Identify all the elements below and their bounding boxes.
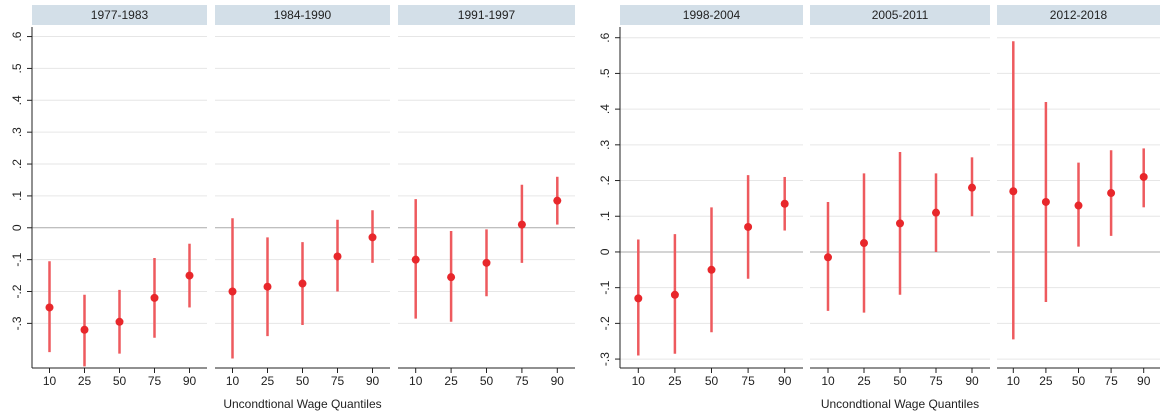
x-tick-label: 75 [515, 374, 529, 388]
y-tick-label: .5 [10, 63, 24, 73]
point [634, 294, 643, 303]
point [45, 303, 54, 312]
point [333, 252, 342, 261]
y-tick-label: 0 [10, 224, 24, 231]
point [1139, 172, 1148, 181]
y-tick-label: .3 [598, 140, 612, 150]
point [228, 287, 237, 296]
y-tick-label: .2 [10, 159, 24, 169]
y-tick-label: .5 [598, 68, 612, 78]
panel-title: 2005-2011 [872, 8, 929, 22]
x-tick-label: 10 [821, 374, 835, 388]
point [744, 222, 753, 231]
point [1009, 187, 1018, 196]
x-tick-label: 10 [632, 374, 646, 388]
point [298, 279, 307, 288]
x-tick-label: 90 [1137, 374, 1151, 388]
y-tick-label: .6 [10, 31, 24, 41]
point [707, 265, 716, 274]
x-tick-label: 50 [1072, 374, 1086, 388]
y-tick-label: .4 [598, 104, 612, 114]
y-tick-label: .2 [598, 175, 612, 185]
y-tick-label: 0 [598, 248, 612, 255]
x-axis-label: Uncondtional Wage Quantiles [821, 397, 979, 411]
panel-title: 1977-1983 [91, 8, 149, 22]
point [80, 325, 89, 334]
x-tick-label: 25 [857, 374, 871, 388]
point [447, 273, 456, 282]
x-tick-label: 50 [480, 374, 494, 388]
x-tick-label: 50 [296, 374, 310, 388]
panel-strip [32, 5, 207, 25]
x-tick-label: 50 [705, 374, 719, 388]
y-tick-label: -.3 [598, 352, 612, 366]
point [860, 239, 868, 248]
point [670, 290, 679, 299]
x-tick-label: 50 [893, 374, 907, 388]
x-tick-label: 25 [1039, 374, 1053, 388]
y-tick-label: -.2 [598, 316, 612, 330]
x-tick-label: 90 [551, 374, 565, 388]
panel-strip [997, 5, 1160, 25]
panel-strip [215, 5, 390, 25]
x-tick-label: 75 [1104, 374, 1118, 388]
y-tick-label: -.1 [10, 252, 24, 266]
point [553, 196, 562, 205]
x-tick-label: 10 [409, 374, 423, 388]
y-tick-label: .6 [598, 32, 612, 42]
point [896, 219, 904, 228]
x-tick-label: 10 [43, 374, 57, 388]
point [368, 233, 377, 242]
point [185, 271, 194, 280]
y-tick-label: .1 [598, 211, 612, 221]
x-tick-label: 75 [331, 374, 345, 388]
point [115, 317, 124, 326]
x-tick-label: 90 [965, 374, 979, 388]
point [932, 208, 940, 217]
panel-strip [398, 5, 575, 25]
x-tick-label: 90 [183, 374, 197, 388]
panel-title: 1998-2004 [683, 8, 741, 22]
y-tick-label: .4 [10, 95, 24, 105]
x-tick-label: 10 [1007, 374, 1021, 388]
x-tick-label: 90 [366, 374, 380, 388]
x-tick-label: 25 [261, 374, 275, 388]
point [150, 293, 159, 302]
point [411, 255, 420, 264]
point [1074, 201, 1083, 210]
y-tick-label: -.3 [10, 316, 24, 330]
x-tick-label: 10 [226, 374, 240, 388]
panel-strip [810, 5, 990, 25]
x-axis-label: Uncondtional Wage Quantiles [223, 397, 381, 411]
point [263, 282, 272, 291]
panel-title: 1984-1990 [274, 8, 332, 22]
x-tick-label: 25 [78, 374, 92, 388]
y-tick-label: .1 [10, 191, 24, 201]
x-tick-label: 50 [113, 374, 127, 388]
panel-title: 1991-1997 [458, 8, 516, 22]
y-tick-label: .3 [10, 127, 24, 137]
x-tick-label: 75 [148, 374, 162, 388]
x-tick-label: 25 [668, 374, 682, 388]
x-tick-label: 90 [778, 374, 792, 388]
panel-strip [620, 5, 803, 25]
panel-title: 2012-2018 [1050, 8, 1108, 22]
point [780, 199, 789, 208]
y-tick-label: -.2 [10, 284, 24, 298]
point [968, 183, 976, 192]
x-tick-label: 75 [929, 374, 943, 388]
x-tick-label: 25 [444, 374, 458, 388]
point [824, 253, 832, 262]
point [1107, 189, 1116, 198]
x-tick-label: 75 [741, 374, 755, 388]
point [1041, 197, 1050, 206]
point [482, 258, 491, 267]
y-tick-label: -.1 [598, 280, 612, 294]
point [517, 220, 526, 229]
